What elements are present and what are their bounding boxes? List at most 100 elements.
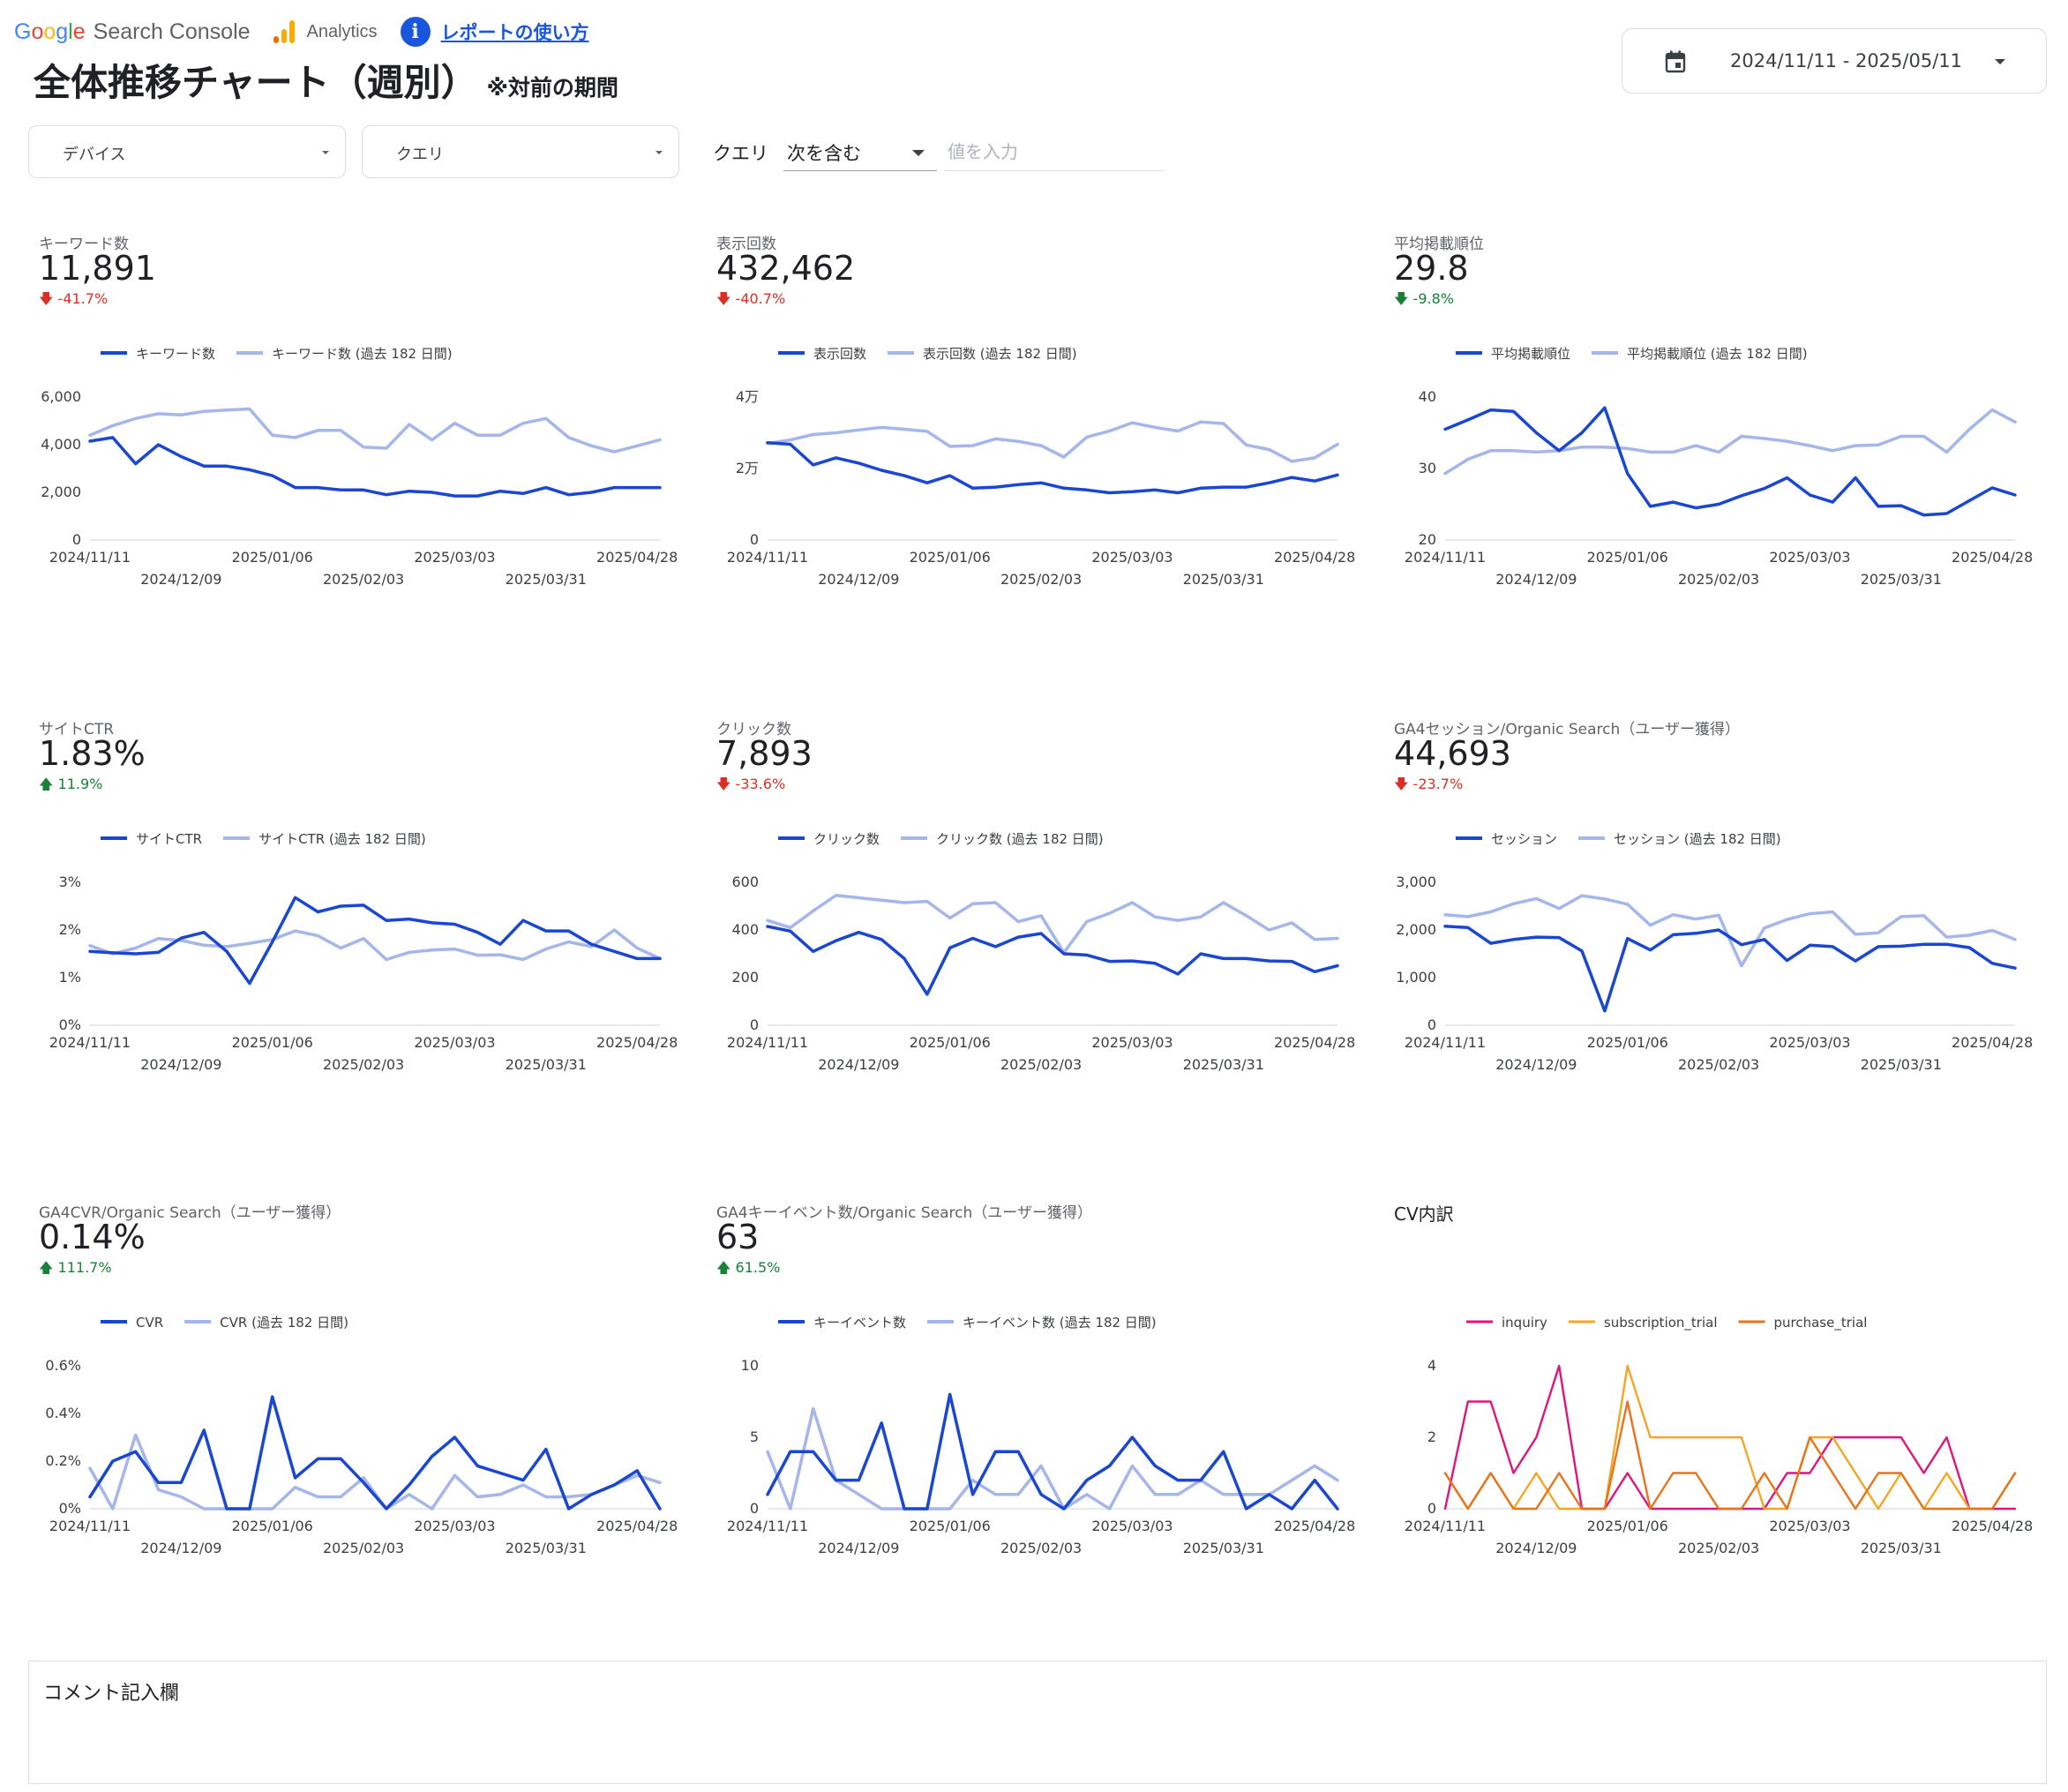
report-help[interactable]: i レポートの使い方 bbox=[400, 17, 589, 47]
y-tick-label: 0% bbox=[59, 1016, 81, 1033]
metric-delta-value: -33.6% bbox=[735, 776, 786, 792]
series-line[interactable] bbox=[88, 896, 662, 986]
legend-label[interactable]: 表示回数 (過去 182 日間) bbox=[923, 346, 1077, 362]
legend-label[interactable]: キーワード数 bbox=[136, 346, 215, 362]
arrow-down-icon: 🡇 bbox=[1394, 776, 1409, 792]
x-tick-label: 2025/03/31 bbox=[506, 571, 587, 588]
series-line[interactable] bbox=[88, 928, 662, 962]
x-tick-label: 2025/04/28 bbox=[1952, 1518, 2033, 1534]
date-range-picker[interactable]: 2024/11/11 - 2025/05/11 bbox=[1622, 28, 2047, 94]
y-tick-label: 200 bbox=[731, 969, 759, 986]
legend-label[interactable]: 平均掲載順位 bbox=[1491, 346, 1570, 362]
comment-box[interactable]: コメント記入欄 bbox=[28, 1661, 2047, 1784]
x-tick-label: 2024/12/09 bbox=[140, 571, 221, 588]
metric-value: 63 bbox=[716, 1218, 760, 1256]
metric-delta: 🡅 111.7% bbox=[39, 1258, 112, 1282]
metric-panel-avg-position: 平均掲載順位 29.8 🡇 -9.8% 平均掲載順位 平均掲載順位 (過去 182… bbox=[1394, 231, 2033, 681]
legend-label[interactable]: 表示回数 bbox=[813, 346, 866, 362]
series-line[interactable] bbox=[1443, 894, 2017, 968]
device-filter-label: デバイス bbox=[63, 146, 126, 164]
x-tick-label: 2025/02/03 bbox=[1000, 1056, 1082, 1073]
x-tick-label: 2025/01/06 bbox=[232, 549, 313, 566]
metric-label: キーワード数 bbox=[39, 236, 129, 253]
y-tick-label: 2,000 bbox=[41, 484, 81, 500]
match-type-select[interactable]: 次を含む bbox=[783, 132, 937, 171]
y-tick-label: 5 bbox=[750, 1428, 759, 1445]
series-line[interactable] bbox=[1443, 408, 2017, 476]
logo-letter: o bbox=[43, 19, 56, 44]
x-tick-label: 2025/03/31 bbox=[506, 1540, 587, 1556]
metric-value: 1.83% bbox=[39, 734, 146, 773]
x-tick-label: 2025/02/03 bbox=[1000, 1540, 1082, 1556]
legend-label[interactable]: キーイベント数 (過去 182 日間) bbox=[963, 1315, 1157, 1331]
series-line[interactable] bbox=[766, 925, 1339, 996]
legend-label[interactable]: クリック数 (過去 182 日間) bbox=[936, 831, 1104, 847]
page-title-main: 全体推移チャート（週別） bbox=[34, 61, 478, 104]
x-tick-label: 2024/11/11 bbox=[49, 549, 131, 566]
legend-label[interactable]: inquiry bbox=[1502, 1315, 1547, 1331]
series-line[interactable] bbox=[1443, 406, 2017, 517]
date-range-text: 2024/11/11 - 2025/05/11 bbox=[1730, 50, 1963, 71]
legend-label[interactable]: subscription_trial bbox=[1604, 1315, 1718, 1331]
legend-label[interactable]: CVR bbox=[136, 1315, 163, 1331]
x-tick-label: 2025/04/28 bbox=[1952, 1034, 2033, 1051]
series-line[interactable] bbox=[766, 441, 1339, 495]
x-tick-label: 2024/11/11 bbox=[1405, 549, 1486, 566]
x-tick-label: 2025/02/03 bbox=[323, 1540, 404, 1556]
series-line[interactable] bbox=[88, 436, 662, 498]
legend-label[interactable]: クリック数 bbox=[813, 831, 880, 847]
y-tick-label: 0 bbox=[1427, 1016, 1436, 1033]
metric-value: 44,693 bbox=[1394, 734, 1511, 773]
analytics-label: Analytics bbox=[306, 21, 378, 41]
device-filter[interactable]: デバイス bbox=[28, 125, 346, 178]
series-line[interactable] bbox=[1443, 1400, 2017, 1511]
query-search-label: クエリ bbox=[713, 143, 768, 164]
dropdown-arrow-icon bbox=[322, 151, 329, 154]
x-tick-label: 2024/12/09 bbox=[140, 1540, 221, 1556]
query-value-input[interactable] bbox=[944, 132, 1165, 171]
x-tick-label: 2025/04/28 bbox=[1274, 1518, 1355, 1534]
cv-breakdown-title: CV内訳 bbox=[1394, 1203, 1454, 1225]
y-tick-label: 0.2% bbox=[45, 1452, 81, 1469]
metric-panel-sessions: GA4セッション/Organic Search（ユーザー獲得） 44,693 🡇… bbox=[1394, 716, 2033, 1166]
series-line[interactable] bbox=[1443, 1364, 2017, 1511]
x-tick-label: 2025/02/03 bbox=[1678, 1540, 1759, 1556]
dropdown-arrow-icon bbox=[656, 151, 663, 154]
logo-letter: g bbox=[56, 19, 69, 44]
legend-label[interactable]: サイトCTR bbox=[136, 831, 202, 847]
analytics-logo[interactable]: Analytics bbox=[273, 20, 378, 43]
query-filter[interactable]: クエリ bbox=[362, 125, 679, 178]
series-line[interactable] bbox=[766, 1406, 1339, 1511]
series-line[interactable] bbox=[88, 407, 662, 454]
series-line[interactable] bbox=[766, 420, 1339, 463]
legend-label[interactable]: 平均掲載順位 (過去 182 日間) bbox=[1627, 346, 1808, 362]
y-tick-label: 2% bbox=[59, 921, 81, 938]
y-tick-label: 0 bbox=[750, 1500, 759, 1517]
arrow-down-icon: 🡇 bbox=[716, 776, 731, 792]
x-tick-label: 2025/03/03 bbox=[414, 549, 495, 566]
series-line[interactable] bbox=[1443, 924, 2017, 1013]
legend-label[interactable]: セッション bbox=[1491, 831, 1557, 847]
legend-label[interactable]: キーイベント数 bbox=[813, 1315, 906, 1331]
series-line[interactable] bbox=[766, 894, 1339, 955]
metric-delta: 🡇 -9.8% bbox=[1394, 289, 1454, 313]
report-help-link[interactable]: レポートの使い方 bbox=[440, 22, 589, 43]
series-line[interactable] bbox=[766, 1392, 1339, 1511]
y-tick-label: 400 bbox=[731, 921, 759, 938]
logo-letter: l bbox=[68, 19, 73, 44]
legend-label[interactable]: CVR (過去 182 日間) bbox=[220, 1315, 348, 1331]
metric-label: GA4CVR/Organic Search（ユーザー獲得） bbox=[39, 1204, 341, 1222]
avg-position-line-chart: 平均掲載順位 平均掲載順位 (過去 182 日間) 40 30 202024/11/11… bbox=[1405, 346, 2033, 588]
metric-value: 7,893 bbox=[716, 734, 813, 773]
y-tick-label: 0 bbox=[750, 1016, 759, 1033]
metric-label: クリック数 bbox=[716, 721, 791, 739]
x-tick-label: 2024/11/11 bbox=[1405, 1034, 1486, 1051]
legend-label[interactable]: セッション (過去 182 日間) bbox=[1614, 831, 1781, 847]
legend-label[interactable]: purchase_trial bbox=[1774, 1315, 1868, 1331]
legend-label[interactable]: キーワード数 (過去 182 日間) bbox=[272, 346, 453, 362]
ctr-line-chart: サイトCTR サイトCTR (過去 182 日間) 3% 2% 1% 0%2024/11/… bbox=[49, 831, 678, 1073]
legend-label[interactable]: サイトCTR (過去 182 日間) bbox=[258, 831, 426, 847]
series-line[interactable] bbox=[88, 1395, 662, 1511]
logo-letter: o bbox=[31, 19, 44, 44]
